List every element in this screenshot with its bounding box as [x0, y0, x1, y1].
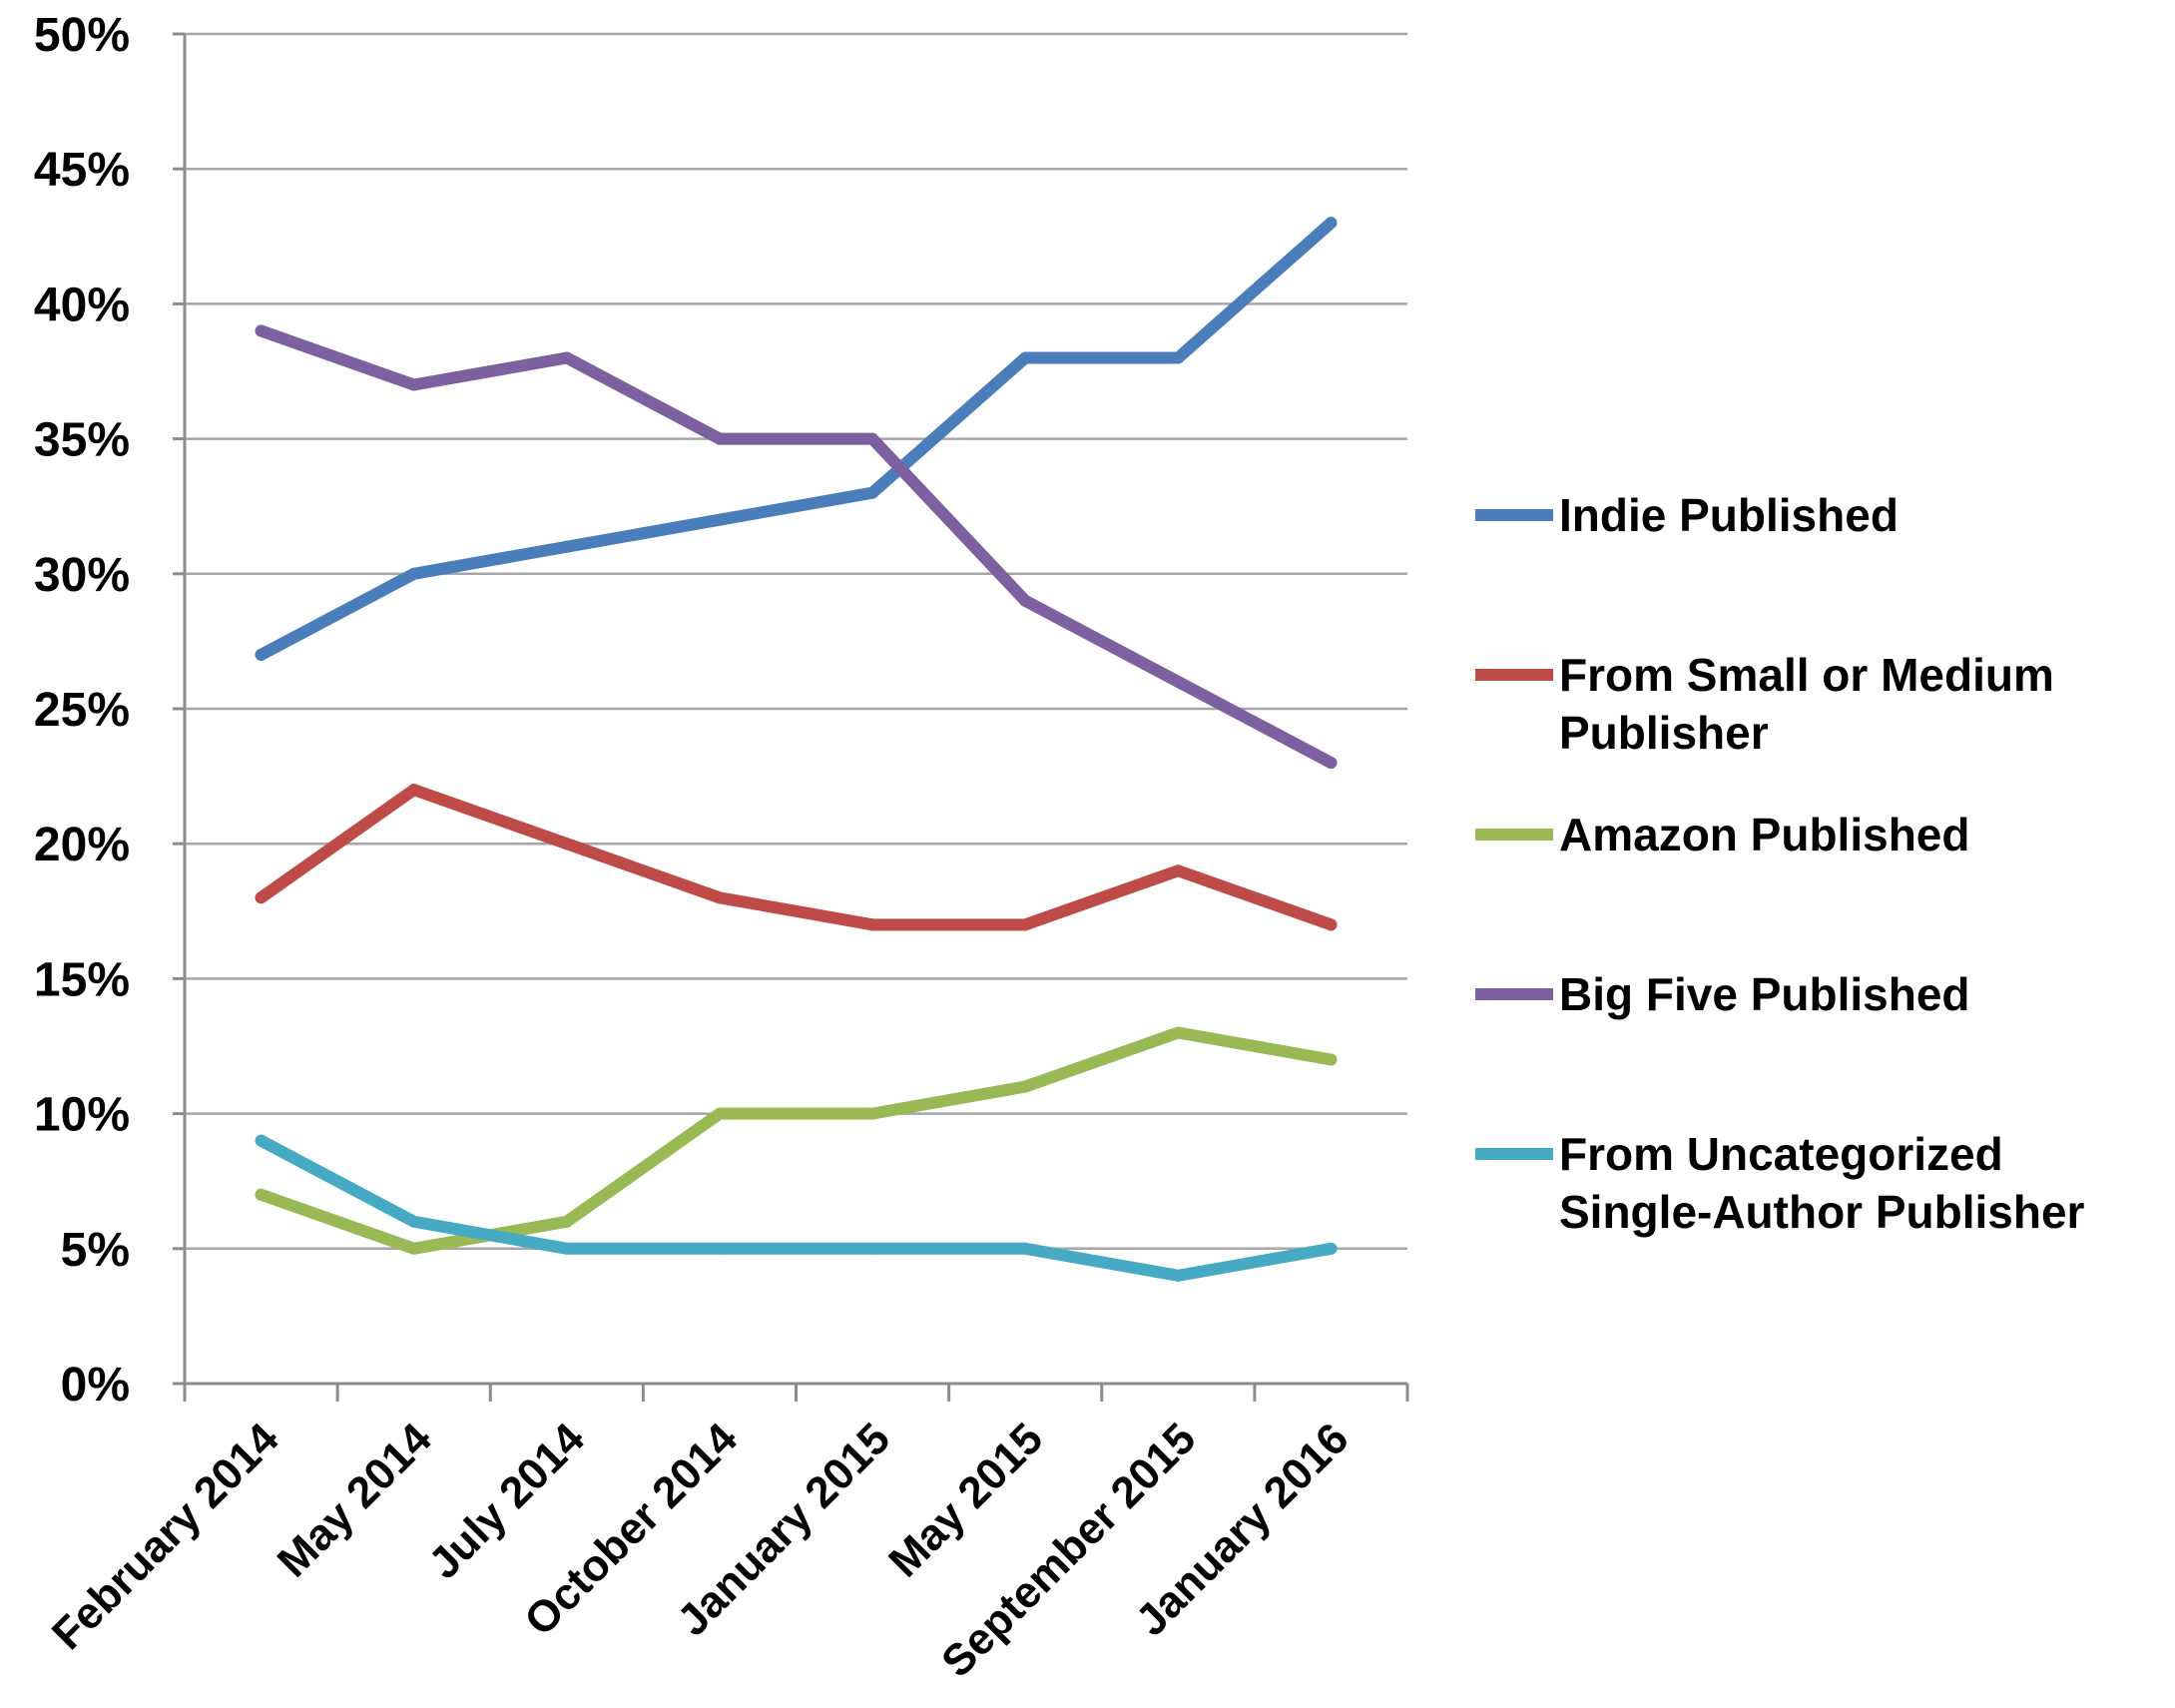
legend-label: Indie Published	[1559, 489, 1899, 541]
y-tick-label: 25%	[34, 684, 130, 737]
series-lines	[255, 217, 1338, 1282]
data-point	[407, 1242, 420, 1255]
data-point	[407, 378, 420, 391]
series-line-1	[255, 784, 1338, 931]
data-point	[560, 1215, 573, 1228]
data-point	[560, 351, 573, 364]
data-point	[1172, 675, 1185, 688]
data-point	[713, 1107, 726, 1120]
data-point	[1325, 217, 1338, 230]
data-point	[1172, 351, 1185, 364]
x-tick-label: September 2015	[932, 1414, 1205, 1686]
y-tick-label: 15%	[34, 953, 130, 1006]
gridlines	[185, 32, 1407, 1251]
data-point	[255, 648, 268, 661]
data-point	[713, 513, 726, 526]
x-tick-label: May 2014	[269, 1414, 441, 1586]
data-point	[1019, 1080, 1032, 1093]
data-point	[1019, 1242, 1032, 1255]
data-point	[560, 1242, 573, 1255]
data-point	[1019, 351, 1032, 364]
data-point	[407, 567, 420, 580]
series-line-0	[255, 217, 1338, 661]
y-tick-label: 35%	[34, 414, 130, 467]
series-line-2	[255, 1026, 1338, 1255]
data-point	[560, 838, 573, 851]
data-point	[560, 540, 573, 553]
data-point	[1325, 1242, 1338, 1255]
data-point	[1019, 594, 1032, 607]
data-point	[407, 784, 420, 797]
data-point	[255, 891, 268, 904]
legend-label: Amazon Published	[1559, 809, 1969, 860]
y-tick-label: 5%	[61, 1224, 130, 1277]
y-tick-labels: 0% 5% 10% 15% 20% 25% 30% 35% 40% 45% 50%	[34, 9, 130, 1412]
y-tick-label: 30%	[34, 549, 130, 602]
data-point	[1019, 918, 1032, 931]
y-tick-label: 50%	[34, 9, 130, 62]
series-line-3	[255, 324, 1338, 770]
y-tick-label: 0%	[61, 1359, 130, 1412]
data-point	[866, 918, 879, 931]
legend-label: From Small or Medium Publisher	[1559, 649, 2054, 759]
data-point	[407, 1215, 420, 1228]
y-tick-label: 10%	[34, 1089, 130, 1142]
legend-label: From Uncategorized Single-Author Publishe…	[1559, 1128, 2085, 1238]
data-point	[1325, 918, 1338, 931]
y-tick-label: 20%	[34, 819, 130, 871]
data-point	[713, 1242, 726, 1255]
data-point	[713, 891, 726, 904]
data-point	[255, 324, 268, 337]
data-point	[255, 1134, 268, 1147]
x-tick-label: February 2014	[43, 1414, 288, 1659]
legend: Indie Published From Small or Medium Publi…	[1475, 489, 2085, 1238]
series-line-4	[255, 1134, 1338, 1282]
data-point	[1325, 1053, 1338, 1066]
data-point	[1172, 864, 1185, 877]
y-tick-label: 45%	[34, 144, 130, 197]
data-point	[1325, 757, 1338, 770]
y-tick-label: 40%	[34, 279, 130, 331]
legend-label: Big Five Published	[1559, 968, 1970, 1020]
axes	[173, 32, 1409, 1402]
data-point	[713, 432, 726, 445]
data-point	[866, 486, 879, 499]
data-point	[866, 432, 879, 445]
data-point	[1172, 1269, 1185, 1282]
data-point	[255, 1188, 268, 1201]
data-point	[1172, 1026, 1185, 1039]
data-point	[866, 1242, 879, 1255]
data-point	[866, 1107, 879, 1120]
